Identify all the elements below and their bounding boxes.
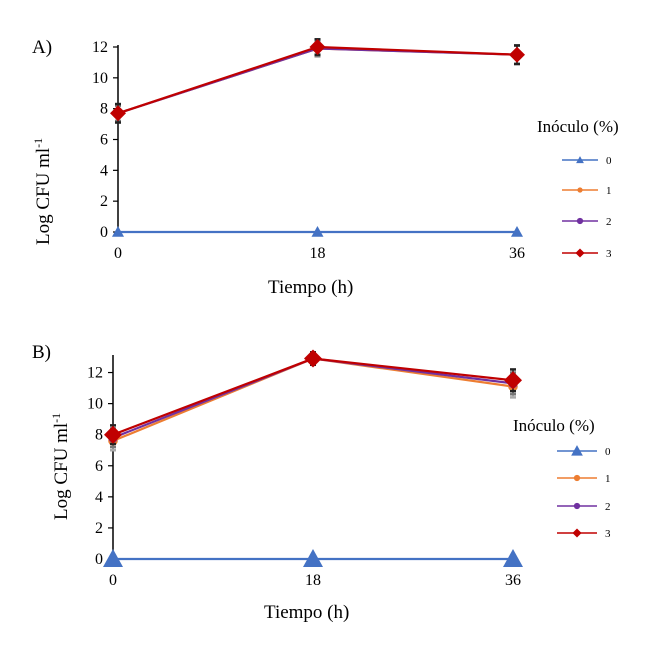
legend-item-1: 1 bbox=[562, 185, 612, 197]
y-axis-title-main: Log CFU ml bbox=[33, 148, 54, 245]
legend-item-0: 0 bbox=[562, 155, 612, 167]
legend-item-1: 1 bbox=[557, 473, 611, 485]
y-tick-label: 4 bbox=[95, 489, 103, 506]
legend-label: 2 bbox=[606, 216, 612, 228]
data-point bbox=[511, 226, 523, 237]
data-point bbox=[104, 425, 122, 444]
data-point bbox=[503, 549, 523, 567]
data-point bbox=[103, 549, 123, 567]
y-axis-title: Log CFU ml-1 bbox=[49, 413, 72, 520]
y-axis-title-superscript: -1 bbox=[31, 138, 45, 148]
y-axis-title-superscript: -1 bbox=[49, 413, 63, 423]
series-line bbox=[117, 47, 518, 115]
data-point bbox=[309, 39, 326, 55]
series-line bbox=[112, 357, 514, 436]
legend-swatch-marker bbox=[571, 445, 583, 456]
legend-title: Inóculo (%) bbox=[513, 416, 595, 435]
legend-swatch-marker bbox=[573, 502, 581, 510]
legend-item-2: 2 bbox=[562, 216, 612, 228]
series-line bbox=[117, 47, 518, 115]
x-tick-label: 18 bbox=[305, 572, 321, 589]
x-tick-label: 0 bbox=[109, 572, 117, 589]
data-point bbox=[304, 349, 322, 368]
legend-item-0: 0 bbox=[557, 445, 611, 458]
y-tick-label: 10 bbox=[92, 70, 108, 87]
x-axis-title: Tiempo (h) bbox=[264, 602, 349, 623]
y-axis-title: Log CFU ml-1 bbox=[31, 138, 54, 245]
x-tick-label: 0 bbox=[114, 245, 122, 262]
y-tick-label: 8 bbox=[100, 101, 108, 118]
y-tick-label: 2 bbox=[100, 193, 108, 210]
y-tick-label: 12 bbox=[92, 39, 108, 56]
y-tick-label: 0 bbox=[95, 551, 103, 568]
data-point bbox=[504, 371, 522, 390]
data-point bbox=[112, 226, 124, 237]
y-tick-label: 6 bbox=[95, 458, 103, 475]
legend-label: 0 bbox=[606, 155, 612, 167]
legend-label: 0 bbox=[605, 446, 611, 458]
y-tick-label: 2 bbox=[95, 520, 103, 537]
x-axis-title: Tiempo (h) bbox=[268, 277, 353, 298]
y-tick-label: 12 bbox=[87, 365, 103, 382]
legend-item-2: 2 bbox=[557, 501, 611, 513]
x-tick-label: 36 bbox=[505, 572, 521, 589]
series-3 bbox=[110, 38, 525, 124]
data-point bbox=[110, 105, 126, 122]
data-point bbox=[303, 549, 323, 567]
legend-swatch-marker bbox=[572, 528, 582, 538]
x-tick-label: 36 bbox=[509, 245, 525, 262]
x-tick-label: 18 bbox=[310, 245, 326, 262]
legend-label: 3 bbox=[605, 528, 611, 540]
series-line bbox=[112, 357, 514, 442]
panel-b: B) Tiempo (h) Log CFU ml-1 Inóculo (%) 0… bbox=[32, 342, 611, 623]
legend-label: 1 bbox=[606, 185, 612, 197]
y-axis-title-main: Log CFU ml bbox=[51, 423, 72, 520]
data-point bbox=[311, 226, 324, 237]
y-tick-label: 10 bbox=[87, 396, 103, 413]
legend-swatch-marker bbox=[576, 217, 584, 225]
legend-title: Inóculo (%) bbox=[537, 117, 619, 136]
series-0 bbox=[103, 549, 523, 567]
series-line bbox=[112, 357, 514, 439]
legend-swatch-marker bbox=[577, 187, 583, 193]
y-tick-label: 0 bbox=[100, 224, 108, 241]
legend-item-3: 3 bbox=[557, 528, 611, 540]
series-3 bbox=[104, 349, 522, 446]
legend-label: 1 bbox=[605, 473, 611, 485]
legend-item-3: 3 bbox=[562, 248, 612, 260]
legend-swatch-marker bbox=[573, 474, 581, 482]
panel-label: B) bbox=[32, 342, 51, 363]
legend-swatch-marker bbox=[576, 156, 584, 164]
y-tick-label: 8 bbox=[95, 427, 103, 444]
series-0 bbox=[112, 226, 523, 237]
panel-a: A) Tiempo (h) Log CFU ml-1 Inóculo (%) 0… bbox=[31, 37, 619, 298]
y-tick-label: 6 bbox=[100, 132, 108, 149]
y-tick-label: 4 bbox=[100, 162, 108, 179]
data-point bbox=[509, 46, 525, 63]
legend-label: 3 bbox=[606, 248, 612, 260]
legend-label: 2 bbox=[605, 501, 611, 513]
panel-label: A) bbox=[32, 37, 52, 58]
legend-swatch-marker bbox=[575, 248, 585, 258]
